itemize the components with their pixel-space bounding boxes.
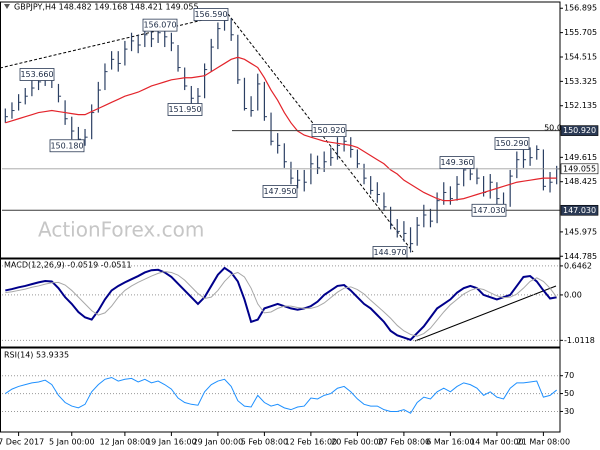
chart-title: GBPJPY,H4 148.482 149.168 148.421 149.05… bbox=[14, 3, 199, 12]
level-label: 150.920 bbox=[563, 126, 596, 135]
price-label: 150.290 bbox=[495, 139, 528, 148]
indicator-line bbox=[5, 271, 558, 337]
y-tick-label: 154.515 bbox=[564, 52, 597, 61]
price-label: 156.070 bbox=[143, 21, 176, 30]
price-label: 150.920 bbox=[312, 126, 345, 135]
y-tick-label: 152.135 bbox=[564, 101, 597, 110]
x-tick-label: 12 Feb 16:00 bbox=[285, 438, 337, 447]
y-tick-label: 50 bbox=[564, 389, 574, 398]
x-tick-label: 21 Mar 08:00 bbox=[517, 438, 570, 447]
price-label-box bbox=[494, 137, 530, 150]
x-tick-label: 20 Feb 00:00 bbox=[331, 438, 383, 447]
macd-title: MACD(12,26,9) -0.0519 -0.0511 bbox=[4, 261, 132, 270]
symbol-icon bbox=[4, 4, 10, 9]
x-tick-label: 19 Jan 16:00 bbox=[146, 438, 197, 447]
moving-average bbox=[5, 56, 557, 202]
price-label-box bbox=[471, 203, 507, 217]
y-tick-label: 153.325 bbox=[564, 77, 597, 86]
y-tick-label: 156.895 bbox=[564, 4, 597, 13]
panel-frame bbox=[0, 1, 561, 259]
macd-trend-line bbox=[414, 285, 557, 342]
rsi-title: RSI(14) 53.9335 bbox=[4, 351, 69, 360]
price-label-box bbox=[167, 103, 203, 116]
price-label-box bbox=[193, 8, 229, 21]
y-tick-label: 144.785 bbox=[564, 252, 597, 261]
indicator-line bbox=[5, 376, 557, 414]
panel-frame bbox=[0, 347, 561, 433]
price-label: 144.970 bbox=[373, 248, 406, 257]
y-tick-label: 149.615 bbox=[564, 153, 597, 162]
level-box bbox=[560, 204, 599, 216]
x-tick-label: 5 Jan 00:00 bbox=[49, 438, 95, 447]
y-tick-label: 70 bbox=[564, 371, 574, 380]
price-label-box bbox=[439, 156, 475, 169]
price-label: 156.590 bbox=[194, 10, 227, 19]
price-label-box bbox=[142, 18, 178, 32]
indicator-line bbox=[5, 266, 557, 341]
price-label-box bbox=[262, 185, 298, 198]
x-tick-label: 27 Feb 08:00 bbox=[378, 438, 430, 447]
price-label: 149.360 bbox=[440, 158, 473, 167]
level-box bbox=[560, 125, 599, 136]
price-label: 147.950 bbox=[263, 187, 296, 196]
watermark: ActionForex.com bbox=[38, 218, 204, 242]
level-label: 147.030 bbox=[563, 206, 596, 215]
x-tick-label: 27 Dec 2017 bbox=[0, 438, 44, 447]
price-label: 147.030 bbox=[472, 206, 505, 215]
panel-frame bbox=[0, 258, 561, 348]
y-tick-label: 30 bbox=[564, 407, 574, 416]
level-label: 149.055 bbox=[563, 164, 596, 173]
x-tick-label: 5 Feb 08:00 bbox=[241, 438, 288, 447]
y-tick-label: 145.975 bbox=[564, 227, 597, 236]
price-label-box bbox=[19, 68, 55, 81]
x-tick-label: 12 Jan 08:00 bbox=[100, 438, 151, 447]
price-label-box bbox=[311, 124, 347, 138]
y-tick-label: 155.705 bbox=[564, 28, 597, 37]
y-tick-label: -1.0118 bbox=[564, 336, 595, 345]
x-tick-label: 29 Jan 00:00 bbox=[193, 438, 244, 447]
level-box bbox=[560, 163, 599, 175]
price-label: 150.180 bbox=[50, 141, 83, 150]
x-tick-label: 6 Mar 16:00 bbox=[426, 438, 474, 447]
price-label: 151.950 bbox=[168, 105, 201, 114]
x-tick-label: 14 Mar 00:00 bbox=[470, 438, 523, 447]
price-label: 153.660 bbox=[20, 70, 53, 79]
fib-label: 50.0 bbox=[544, 124, 562, 133]
y-tick-label: 0.00 bbox=[564, 290, 582, 299]
price-label-box bbox=[49, 139, 85, 153]
y-tick-label: 148.425 bbox=[564, 177, 597, 186]
trend-line bbox=[0, 13, 229, 69]
y-tick-label: 0.6462 bbox=[564, 261, 592, 270]
